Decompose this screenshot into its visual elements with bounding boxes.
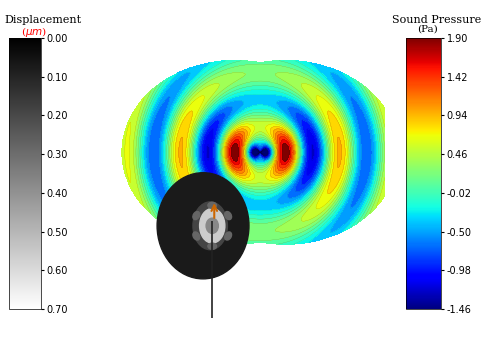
- Ellipse shape: [193, 202, 227, 250]
- Text: (Pa): (Pa): [417, 25, 438, 34]
- Ellipse shape: [208, 243, 216, 249]
- Ellipse shape: [225, 232, 232, 240]
- Ellipse shape: [200, 209, 225, 243]
- Ellipse shape: [208, 202, 216, 208]
- Ellipse shape: [193, 211, 200, 220]
- Ellipse shape: [225, 211, 232, 220]
- Ellipse shape: [157, 173, 249, 279]
- Text: ($\it{\mu m}$): ($\it{\mu m}$): [21, 25, 47, 39]
- Text: Sound Pressure: Sound Pressure: [392, 15, 481, 25]
- Text: Displacement: Displacement: [4, 15, 81, 25]
- Ellipse shape: [193, 232, 200, 240]
- Ellipse shape: [206, 218, 218, 234]
